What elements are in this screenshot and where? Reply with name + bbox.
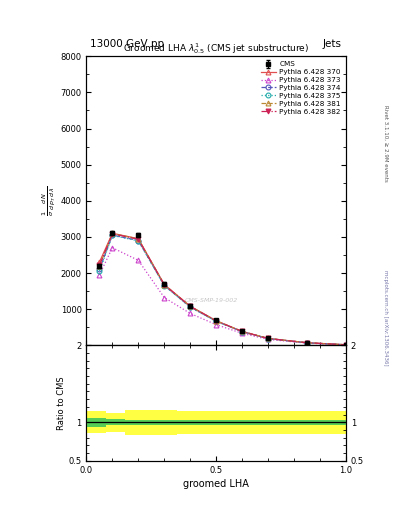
Pythia 6.428 381 [110, 230, 115, 237]
Pythia 6.428 374 [266, 335, 270, 342]
Pythia 6.428 374 [240, 328, 244, 334]
Text: CMS-SMP-19-002: CMS-SMP-19-002 [184, 298, 238, 303]
Pythia 6.428 375 [240, 329, 244, 335]
Pythia 6.428 370 [162, 282, 167, 288]
Pythia 6.428 370 [97, 259, 102, 265]
Pythia 6.428 373 [97, 272, 102, 278]
Text: mcplots.cern.ch [arXiv:1306.3436]: mcplots.cern.ch [arXiv:1306.3436] [383, 270, 388, 365]
Pythia 6.428 382 [97, 262, 102, 268]
Pythia 6.428 381 [343, 342, 348, 348]
Pythia 6.428 370 [188, 303, 193, 309]
Pythia 6.428 382 [162, 282, 167, 288]
Line: Pythia 6.428 382: Pythia 6.428 382 [97, 231, 348, 347]
Pythia 6.428 370 [305, 339, 309, 346]
Pythia 6.428 382 [188, 303, 193, 309]
Text: Jets: Jets [323, 38, 342, 49]
Pythia 6.428 375 [214, 318, 219, 325]
Line: Pythia 6.428 374: Pythia 6.428 374 [97, 232, 348, 347]
X-axis label: groomed LHA: groomed LHA [183, 479, 249, 489]
Pythia 6.428 375 [305, 340, 309, 346]
Pythia 6.428 373 [110, 245, 115, 251]
Pythia 6.428 375 [343, 342, 348, 348]
Pythia 6.428 370 [343, 342, 348, 348]
Pythia 6.428 381 [214, 317, 219, 324]
Pythia 6.428 375 [97, 268, 102, 274]
Pythia 6.428 370 [266, 335, 270, 342]
Pythia 6.428 375 [162, 283, 167, 289]
Pythia 6.428 374 [97, 266, 102, 272]
Title: Groomed LHA $\lambda^{1}_{0.5}$ (CMS jet substructure): Groomed LHA $\lambda^{1}_{0.5}$ (CMS jet… [123, 41, 309, 56]
Pythia 6.428 374 [110, 232, 115, 238]
Pythia 6.428 374 [136, 238, 141, 244]
Pythia 6.428 374 [188, 304, 193, 310]
Pythia 6.428 382 [214, 318, 219, 324]
Pythia 6.428 382 [305, 339, 309, 346]
Pythia 6.428 382 [343, 342, 348, 348]
Y-axis label: Ratio to CMS: Ratio to CMS [57, 376, 66, 430]
Pythia 6.428 370 [136, 236, 141, 242]
Line: Pythia 6.428 370: Pythia 6.428 370 [97, 231, 348, 347]
Pythia 6.428 375 [266, 335, 270, 342]
Pythia 6.428 375 [136, 238, 141, 244]
Pythia 6.428 373 [214, 322, 219, 328]
Pythia 6.428 375 [188, 304, 193, 310]
Pythia 6.428 373 [162, 294, 167, 301]
Text: 13000 GeV pp: 13000 GeV pp [90, 38, 165, 49]
Pythia 6.428 373 [266, 336, 270, 343]
Line: Pythia 6.428 373: Pythia 6.428 373 [97, 245, 348, 347]
Pythia 6.428 373 [136, 258, 141, 264]
Pythia 6.428 381 [240, 328, 244, 334]
Pythia 6.428 374 [162, 283, 167, 289]
Pythia 6.428 370 [214, 317, 219, 324]
Pythia 6.428 370 [240, 329, 244, 335]
Pythia 6.428 382 [110, 231, 115, 237]
Pythia 6.428 374 [305, 340, 309, 346]
Legend: CMS, Pythia 6.428 370, Pythia 6.428 373, Pythia 6.428 374, Pythia 6.428 375, Pyt: CMS, Pythia 6.428 370, Pythia 6.428 373,… [259, 60, 342, 116]
Pythia 6.428 382 [136, 236, 141, 242]
Line: Pythia 6.428 381: Pythia 6.428 381 [97, 231, 348, 347]
Pythia 6.428 382 [240, 328, 244, 334]
Y-axis label: $\frac{1}{\sigma}\,\frac{d\,N}{d\,p_T\,d\,\lambda}$: $\frac{1}{\sigma}\,\frac{d\,N}{d\,p_T\,d… [40, 186, 58, 216]
Text: Rivet 3.1.10, ≥ 2.9M events: Rivet 3.1.10, ≥ 2.9M events [383, 105, 388, 182]
Pythia 6.428 381 [162, 282, 167, 288]
Pythia 6.428 381 [97, 263, 102, 269]
Pythia 6.428 373 [305, 340, 309, 346]
Line: Pythia 6.428 375: Pythia 6.428 375 [97, 233, 348, 347]
Pythia 6.428 381 [266, 335, 270, 342]
Pythia 6.428 381 [305, 339, 309, 346]
Pythia 6.428 374 [214, 318, 219, 324]
Pythia 6.428 382 [266, 335, 270, 342]
Pythia 6.428 381 [188, 303, 193, 309]
Pythia 6.428 373 [240, 330, 244, 336]
Pythia 6.428 381 [136, 236, 141, 242]
Pythia 6.428 375 [110, 232, 115, 239]
Pythia 6.428 373 [343, 342, 348, 348]
Pythia 6.428 374 [343, 342, 348, 348]
Pythia 6.428 370 [110, 230, 115, 237]
Pythia 6.428 373 [188, 310, 193, 316]
